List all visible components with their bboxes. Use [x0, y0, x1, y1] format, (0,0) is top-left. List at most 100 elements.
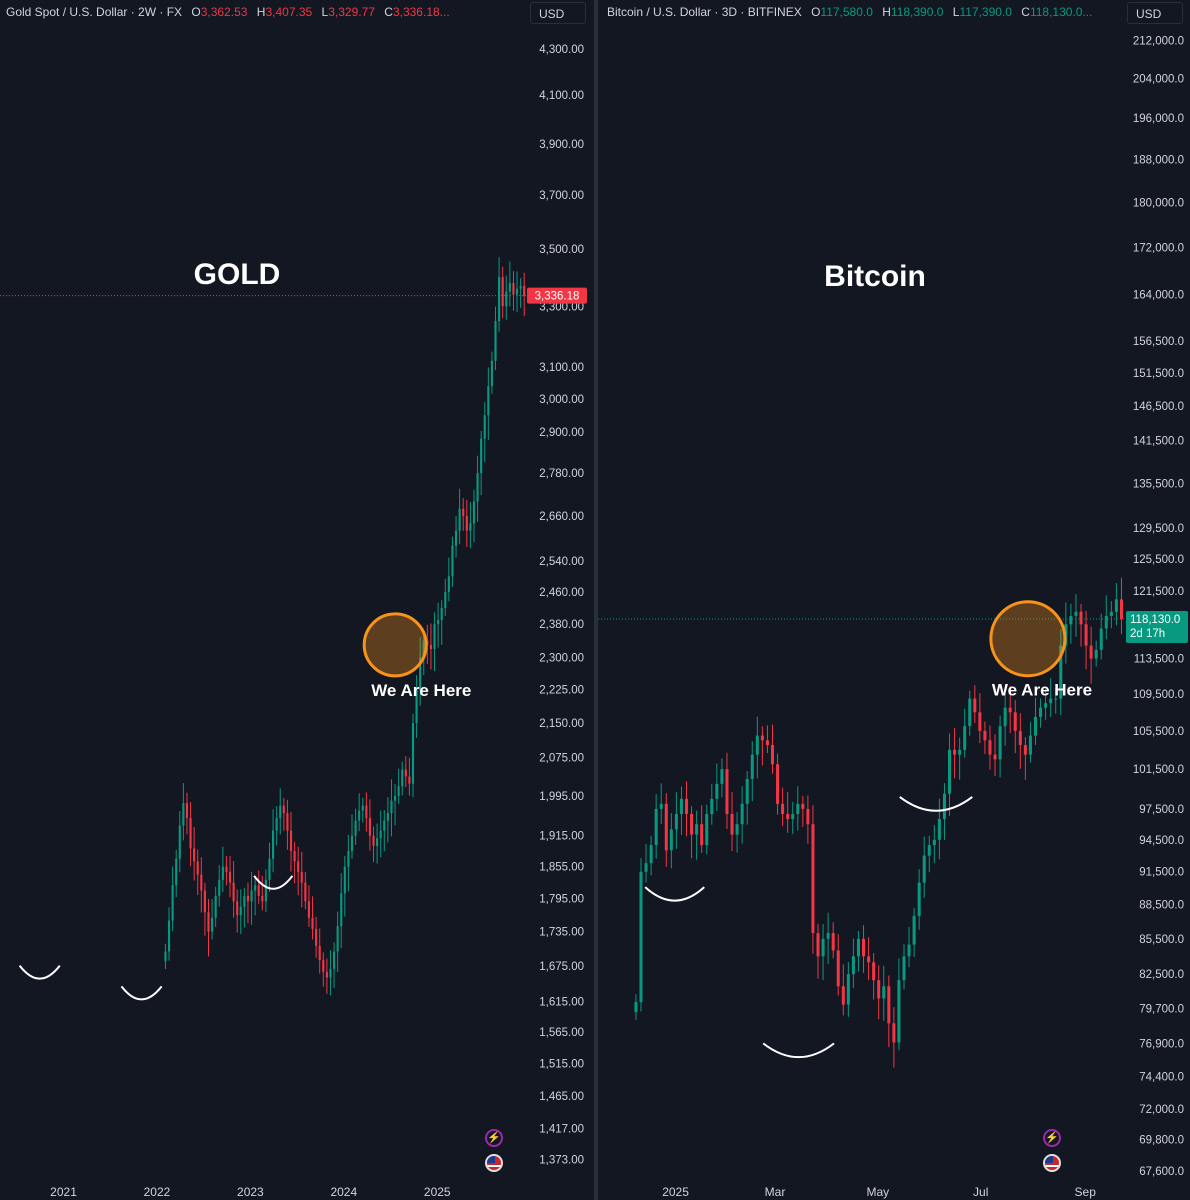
- lightning-icon[interactable]: ⚡: [1043, 1129, 1061, 1147]
- gold-chart-pane[interactable]: 4,300.00 4,100.00 3,900.00 3,700.00 3,500.00…: [0, 0, 594, 1200]
- x-tick-label: 2024: [330, 1185, 357, 1199]
- candle-body: [433, 624, 436, 650]
- y-tick-label: 1,675.00: [539, 961, 584, 973]
- candle-body: [185, 803, 189, 819]
- candle-body: [361, 805, 364, 811]
- gold-high-label: H: [256, 5, 266, 19]
- candle-body: [408, 776, 411, 784]
- candle-body: [232, 882, 235, 902]
- y-tick-label: 180,000.0: [1133, 197, 1184, 209]
- y-tick-label: 2,225.00: [539, 685, 584, 697]
- bitcoin-currency-button[interactable]: USD: [1127, 2, 1183, 24]
- bitcoin-bowl-annotations: [644, 796, 973, 1059]
- candle-body: [781, 803, 785, 814]
- y-tick-label: 164,000.0: [1133, 289, 1184, 301]
- us-flag-icon[interactable]: [485, 1154, 503, 1172]
- bitcoin-chart-pane[interactable]: 212,000.0 204,000.0 196,000.0 188,000.0 180,…: [598, 0, 1190, 1200]
- y-tick-label: 1,735.00: [539, 927, 584, 939]
- y-tick-label: 2,300.00: [539, 652, 584, 664]
- candle-body: [279, 805, 282, 819]
- candle-body: [1013, 712, 1017, 731]
- candle-body: [221, 866, 224, 880]
- svg-text:3,336.18: 3,336.18: [535, 291, 580, 303]
- lightning-icon[interactable]: ⚡: [485, 1129, 503, 1147]
- candle-body: [472, 501, 476, 524]
- bitcoin-open-value: 117,580.0: [820, 5, 873, 19]
- candle-body: [322, 960, 325, 972]
- candle-body: [963, 726, 967, 750]
- bitcoin-close-label: C: [1021, 5, 1030, 19]
- bitcoin-highlight-circle: [989, 600, 1067, 678]
- candle-body: [897, 980, 901, 1043]
- y-tick-label: 1,373.00: [539, 1154, 584, 1166]
- candle-body: [376, 838, 379, 846]
- candle-body: [862, 938, 866, 957]
- candle-body: [315, 928, 318, 946]
- candle-body: [246, 895, 250, 902]
- x-tick-label: 2021: [50, 1185, 77, 1199]
- bowl-curve: [899, 796, 973, 812]
- y-tick-label: 67,600.0: [1139, 1166, 1184, 1178]
- y-tick-label: 156,500.0: [1133, 336, 1184, 348]
- candle-body: [1109, 611, 1113, 616]
- candle-body: [440, 607, 443, 621]
- us-flag-icon[interactable]: [1043, 1154, 1061, 1172]
- bitcoin-close-value: 118,130.0...: [1029, 5, 1093, 19]
- gold-symbol-header[interactable]: Gold Spot / U.S. Dollar · 2W · FX O3,362…: [6, 5, 450, 19]
- candle-body: [998, 726, 1002, 760]
- bitcoin-symbol-header[interactable]: Bitcoin / U.S. Dollar · 3D · BITFINEX O1…: [607, 5, 1092, 19]
- candle-body: [912, 915, 916, 945]
- candle-body: [411, 723, 415, 784]
- y-tick-label: 151,500.0: [1133, 368, 1184, 380]
- candle-body: [786, 813, 790, 820]
- candle-body: [887, 986, 891, 1024]
- y-tick-label: 135,500.0: [1133, 478, 1184, 490]
- gold-bowl-annotations: [18, 875, 294, 1001]
- y-tick-label: 74,400.0: [1139, 1071, 1184, 1083]
- y-tick-label: 121,500.0: [1133, 586, 1184, 598]
- candle-body: [816, 933, 820, 957]
- x-tick-label: Mar: [765, 1185, 786, 1199]
- y-tick-label: 2,150.00: [539, 718, 584, 730]
- candle-body: [379, 830, 382, 839]
- candle-body: [755, 735, 759, 755]
- candle-body: [293, 851, 296, 862]
- candle-body: [1044, 703, 1048, 708]
- candle-body: [297, 861, 300, 872]
- candle-body: [264, 879, 267, 902]
- candle-body: [386, 813, 389, 821]
- candle-body: [765, 740, 769, 746]
- candle-body: [261, 895, 264, 902]
- candle-body: [462, 508, 465, 516]
- candle-body: [340, 893, 343, 927]
- bitcoin-candles: [634, 577, 1123, 1068]
- candle-body: [973, 698, 977, 713]
- pane-divider[interactable]: [594, 0, 598, 1200]
- gold-close-label: C: [384, 5, 393, 19]
- candle-body: [1094, 649, 1098, 659]
- bitcoin-open-label: O: [811, 5, 821, 19]
- gold-symbol-name: Gold Spot / U.S. Dollar · 2W · FX: [6, 5, 183, 19]
- candle-body: [1018, 730, 1022, 746]
- candle-body: [983, 730, 987, 741]
- candle-body: [953, 749, 957, 755]
- y-tick-label: 97,500.0: [1139, 804, 1184, 816]
- gold-candles: [164, 257, 526, 996]
- x-tick-label: May: [867, 1185, 890, 1199]
- candle-body: [164, 951, 167, 962]
- bitcoin-chart[interactable]: 212,000.0 204,000.0 196,000.0 188,000.0 180,…: [598, 0, 1190, 1200]
- candle-body: [225, 866, 228, 872]
- candle-body: [715, 783, 719, 799]
- gold-currency-button[interactable]: USD: [530, 2, 586, 24]
- bitcoin-symbol-name: Bitcoin / U.S. Dollar · 3D · BITFINEX: [607, 5, 802, 19]
- y-tick-label: 3,000.00: [539, 394, 584, 406]
- candle-body: [494, 321, 497, 361]
- y-tick-label: 1,565.00: [539, 1027, 584, 1039]
- gold-last-price-tag: 3,336.18: [527, 287, 587, 304]
- x-tick-label: 2025: [424, 1185, 451, 1199]
- gold-chart[interactable]: 4,300.00 4,100.00 3,900.00 3,700.00 3,500.00…: [0, 0, 594, 1200]
- candle-body: [684, 798, 689, 814]
- gold-low-label: L: [321, 5, 329, 19]
- candle-body: [831, 933, 835, 951]
- candle-body: [397, 786, 400, 796]
